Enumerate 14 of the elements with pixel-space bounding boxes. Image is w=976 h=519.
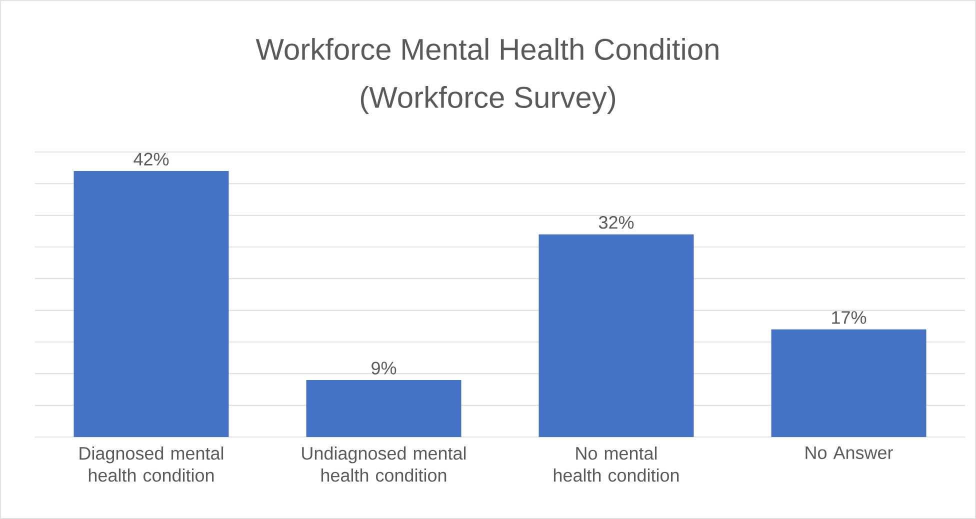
chart-title: Workforce Mental Health Condition bbox=[256, 38, 718, 60]
data-label: 32% bbox=[598, 216, 634, 229]
data-label: 9% bbox=[372, 362, 396, 374]
bar bbox=[306, 380, 462, 437]
x-tick-label: Diagnosed mental health condition bbox=[80, 446, 224, 482]
chart-subtitle: (Workforce Survey) bbox=[360, 86, 616, 114]
x-tick-label: Undiagnosed mental health condition bbox=[302, 446, 466, 482]
x-tick-label: No mental health condition bbox=[554, 446, 679, 482]
x-tick-label: No Answer bbox=[806, 446, 893, 460]
bar bbox=[538, 234, 694, 437]
bar bbox=[771, 329, 926, 437]
data-label: 17% bbox=[832, 311, 866, 324]
data-label: 42% bbox=[134, 152, 169, 166]
bar bbox=[74, 170, 229, 437]
